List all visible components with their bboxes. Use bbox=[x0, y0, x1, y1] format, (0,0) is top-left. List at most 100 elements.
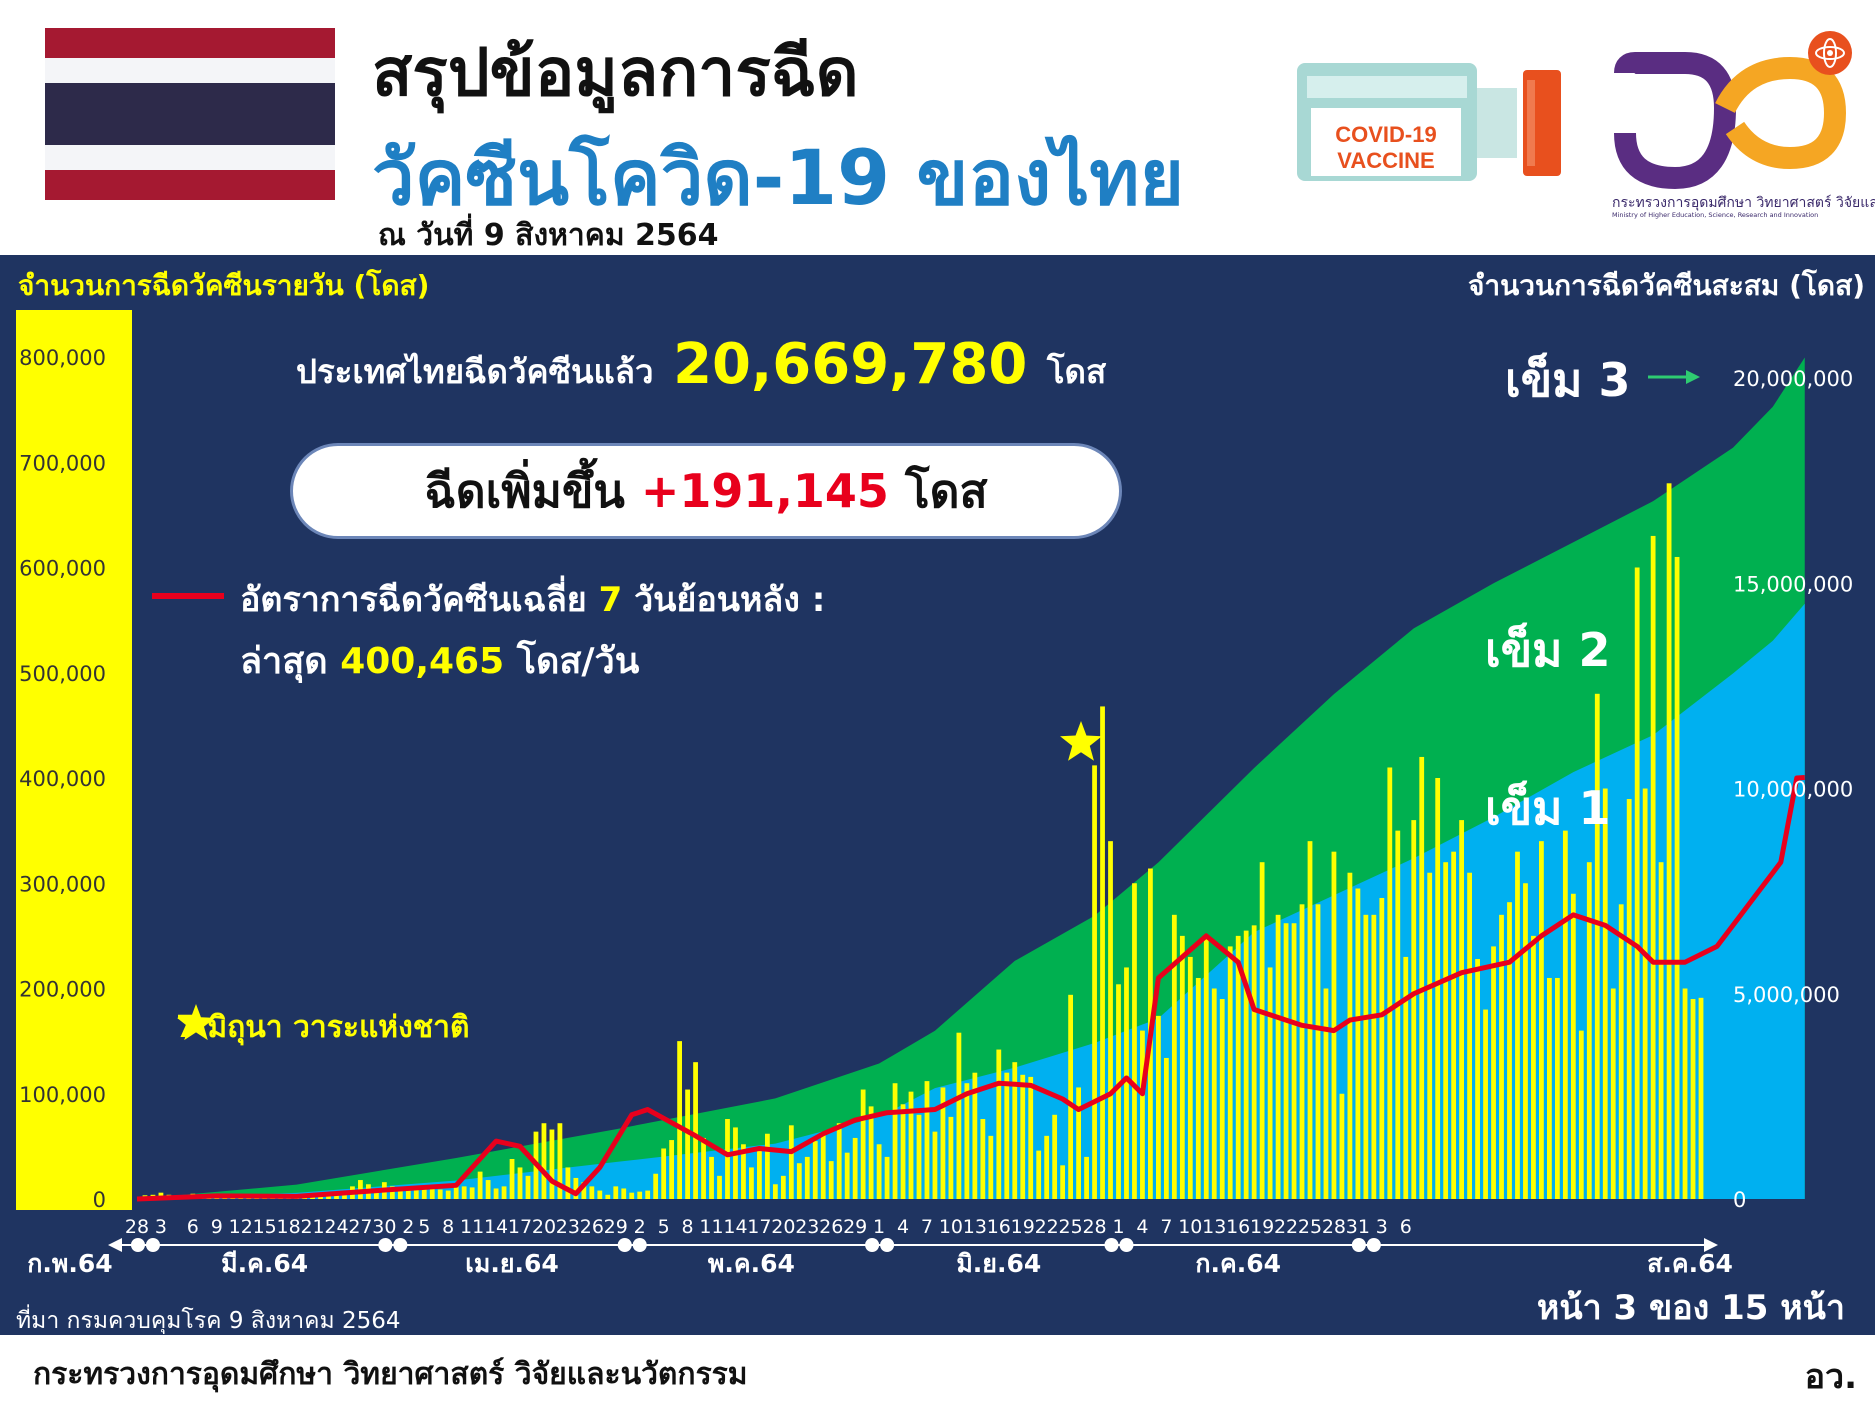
x-tick-label: 10 bbox=[939, 1216, 963, 1238]
left-tick-label: 800,000 bbox=[19, 346, 106, 370]
daily-bar bbox=[389, 1186, 395, 1199]
daily-bar bbox=[1323, 988, 1329, 1199]
x-tick-label: 12 bbox=[229, 1216, 253, 1238]
daily-bar bbox=[1650, 535, 1656, 1199]
daily-bar bbox=[469, 1187, 475, 1199]
daily-bar bbox=[1163, 1057, 1169, 1199]
left-tick-label: 0 bbox=[93, 1188, 106, 1212]
daily-bar bbox=[1666, 483, 1672, 1199]
daily-bar bbox=[573, 1177, 579, 1199]
daily-bar bbox=[1642, 788, 1648, 1199]
daily-bar bbox=[477, 1171, 483, 1199]
daily-bar bbox=[1459, 820, 1465, 1199]
daily-bar bbox=[1116, 984, 1121, 1199]
daily-bar bbox=[860, 1089, 866, 1199]
daily-bar bbox=[980, 1119, 986, 1199]
daily-increase-box: ฉีดเพิ่มขึ้น +191,145 โดส bbox=[290, 443, 1122, 539]
daily-bar bbox=[1275, 914, 1281, 1199]
x-axis-left-arrow-icon bbox=[108, 1238, 122, 1252]
x-tick-label: 7 bbox=[1160, 1216, 1172, 1238]
daily-bar bbox=[413, 1186, 419, 1199]
x-tick-label: 26 bbox=[580, 1216, 604, 1238]
x-tick-label: 3 bbox=[155, 1216, 167, 1238]
page-title-line2: วัคซีนโควิด-19 ของไทย bbox=[372, 133, 1185, 222]
left-tick-label: 200,000 bbox=[19, 978, 106, 1002]
x-tick-label: 13 bbox=[963, 1216, 987, 1238]
total-doses-unit: โดส bbox=[1046, 352, 1107, 391]
x-tick-label: 17 bbox=[747, 1216, 771, 1238]
x-tick-label: 23 bbox=[556, 1216, 580, 1238]
increase-prefix: ฉีดเพิ่มขึ้น bbox=[424, 464, 625, 518]
x-tick-label: 19 bbox=[1250, 1216, 1274, 1238]
daily-bar bbox=[812, 1141, 818, 1199]
daily-bar bbox=[1291, 923, 1297, 1199]
daily-bar bbox=[509, 1159, 515, 1199]
footer-ministry: กระทรวงการอุดมศึกษา วิทยาศาสตร์ วิจัยและ… bbox=[33, 1357, 748, 1392]
daily-bar bbox=[1020, 1074, 1026, 1199]
daily-bar bbox=[1299, 904, 1305, 1199]
daily-bar bbox=[868, 1106, 874, 1199]
vaccine-label-line1: COVID-19 bbox=[1335, 122, 1436, 147]
avg-label-a: อัตราการฉีดวัคซีนเฉลี่ย bbox=[240, 580, 587, 620]
daily-bar bbox=[1211, 988, 1217, 1199]
star-annotation: 7 มิถุนา วาระแห่งชาติ bbox=[176, 1004, 469, 1051]
x-tick-label: 10 bbox=[1178, 1216, 1202, 1238]
month-boundary-dot bbox=[145, 1238, 160, 1252]
daily-bar bbox=[741, 1144, 746, 1199]
x-tick-label: 8 bbox=[682, 1216, 694, 1238]
average-latest: ล่าสุด 400,465 โดส/วัน bbox=[240, 632, 639, 689]
daily-bar bbox=[956, 1032, 962, 1199]
daily-bar bbox=[1411, 820, 1417, 1199]
x-tick-label: 20 bbox=[771, 1216, 795, 1238]
daily-bar bbox=[1634, 567, 1640, 1199]
total-doses-value: 20,669,780 bbox=[673, 332, 1028, 397]
daily-bar bbox=[1044, 1135, 1050, 1199]
daily-bar bbox=[772, 1184, 778, 1199]
month-boundary-dot bbox=[865, 1238, 880, 1252]
month-boundary-dot bbox=[378, 1238, 393, 1252]
daily-bar bbox=[429, 1187, 435, 1199]
month-boundary-dot bbox=[1351, 1238, 1366, 1252]
daily-bar bbox=[1315, 904, 1321, 1199]
x-tick-label: 26 bbox=[819, 1216, 843, 1238]
x-tick-label: 23 bbox=[795, 1216, 819, 1238]
daily-bar bbox=[1195, 977, 1201, 1199]
right-tick-label: 5,000,000 bbox=[1733, 983, 1840, 1007]
daily-bar bbox=[828, 1161, 834, 1199]
x-tick-label: 22 bbox=[1274, 1216, 1298, 1238]
month-boundary-dot bbox=[130, 1238, 145, 1252]
x-tick-label: 5 bbox=[658, 1216, 670, 1238]
right-tick-label: 0 bbox=[1733, 1188, 1746, 1212]
daily-bar bbox=[613, 1186, 619, 1199]
daily-bar bbox=[733, 1127, 738, 1199]
daily-bar bbox=[1690, 999, 1696, 1199]
daily-bar bbox=[334, 1193, 339, 1199]
total-doses-headline: ประเทศไทยฉีดวัคซีนแล้ว 20,669,780 โดส bbox=[296, 332, 1106, 398]
national-agenda-star-icon bbox=[1060, 721, 1102, 761]
dose3-arrow-icon bbox=[1686, 370, 1700, 384]
x-tick-label: 22 bbox=[1035, 1216, 1059, 1238]
x-tick-label: 4 bbox=[1136, 1216, 1148, 1238]
x-tick-label: 30 bbox=[372, 1216, 396, 1238]
daily-bar bbox=[1171, 914, 1177, 1199]
daily-bar bbox=[1602, 788, 1608, 1199]
daily-bar bbox=[1539, 841, 1544, 1199]
daily-bar bbox=[1698, 997, 1704, 1199]
daily-bar bbox=[541, 1123, 547, 1199]
daily-bar bbox=[900, 1104, 906, 1199]
daily-bar bbox=[1307, 841, 1313, 1199]
x-tick-label: 28 bbox=[125, 1216, 149, 1238]
daily-bar bbox=[661, 1148, 667, 1199]
daily-bar bbox=[565, 1167, 571, 1199]
daily-bar bbox=[972, 1072, 978, 1199]
daily-bar bbox=[461, 1186, 467, 1199]
star-note-icon bbox=[176, 1004, 216, 1041]
daily-bar bbox=[677, 1041, 683, 1199]
daily-bar bbox=[1283, 923, 1289, 1199]
daily-bar bbox=[709, 1156, 714, 1199]
daily-bar bbox=[1483, 1009, 1488, 1199]
daily-bar bbox=[1227, 946, 1233, 1199]
dose3-label: เข็ม 3 bbox=[1505, 353, 1631, 407]
daily-bar bbox=[1507, 902, 1512, 1199]
daily-bar bbox=[453, 1185, 459, 1199]
